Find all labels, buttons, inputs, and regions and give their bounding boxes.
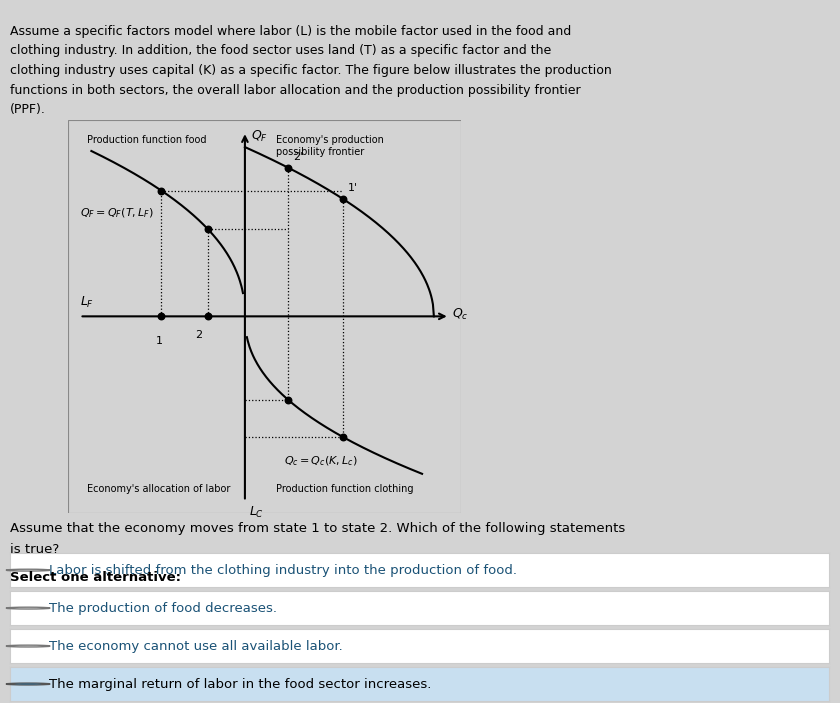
Text: 1: 1 xyxy=(155,336,163,346)
Text: $L_F$: $L_F$ xyxy=(80,295,94,311)
Circle shape xyxy=(6,683,50,685)
Text: $L_C$: $L_C$ xyxy=(249,505,264,520)
Text: is true?: is true? xyxy=(10,543,60,555)
Point xyxy=(202,311,215,322)
Circle shape xyxy=(6,607,50,609)
Text: $Q_c = Q_c(K, L_c)$: $Q_c = Q_c(K, L_c)$ xyxy=(284,454,358,467)
Text: The marginal return of labor in the food sector increases.: The marginal return of labor in the food… xyxy=(50,678,432,690)
Text: Production function food: Production function food xyxy=(87,135,207,146)
Circle shape xyxy=(6,645,50,647)
Text: clothing industry uses capital (K) as a specific factor. The figure below illust: clothing industry uses capital (K) as a … xyxy=(10,64,612,77)
Point xyxy=(281,394,295,406)
Text: clothing industry. In addition, the food sector uses land (T) as a specific fact: clothing industry. In addition, the food… xyxy=(10,44,551,57)
Point xyxy=(337,432,350,443)
Text: The production of food decreases.: The production of food decreases. xyxy=(50,602,277,614)
Point xyxy=(155,311,168,322)
Text: Economy's production
possibility frontier: Economy's production possibility frontie… xyxy=(276,135,384,157)
Text: Assume that the economy moves from state 1 to state 2. Which of the following st: Assume that the economy moves from state… xyxy=(10,522,625,534)
Text: Assume a specific factors model where labor (L) is the mobile factor used in the: Assume a specific factors model where la… xyxy=(10,25,571,37)
Text: The economy cannot use all available labor.: The economy cannot use all available lab… xyxy=(50,640,344,652)
Text: Labor is shifted from the clothing industry into the production of food.: Labor is shifted from the clothing indus… xyxy=(50,564,517,576)
Text: functions in both sectors, the overall labor allocation and the production possi: functions in both sectors, the overall l… xyxy=(10,84,580,96)
Circle shape xyxy=(15,683,41,685)
Text: $Q_F$: $Q_F$ xyxy=(251,129,268,144)
Text: $Q_F = Q_F(T, L_F)$: $Q_F = Q_F(T, L_F)$ xyxy=(80,206,154,220)
Text: Production function clothing: Production function clothing xyxy=(276,484,414,494)
Text: (PPF).: (PPF). xyxy=(10,103,46,116)
Circle shape xyxy=(6,569,50,571)
Text: 2: 2 xyxy=(195,330,202,340)
Text: 1': 1' xyxy=(348,183,358,193)
Text: Economy's allocation of labor: Economy's allocation of labor xyxy=(87,484,231,494)
Text: $Q_c$: $Q_c$ xyxy=(452,307,468,322)
Point xyxy=(155,185,168,196)
Text: 2': 2' xyxy=(293,152,303,162)
Point xyxy=(337,193,350,205)
Text: Select one alternative:: Select one alternative: xyxy=(10,571,181,583)
Point xyxy=(202,224,215,235)
Point xyxy=(281,162,295,174)
